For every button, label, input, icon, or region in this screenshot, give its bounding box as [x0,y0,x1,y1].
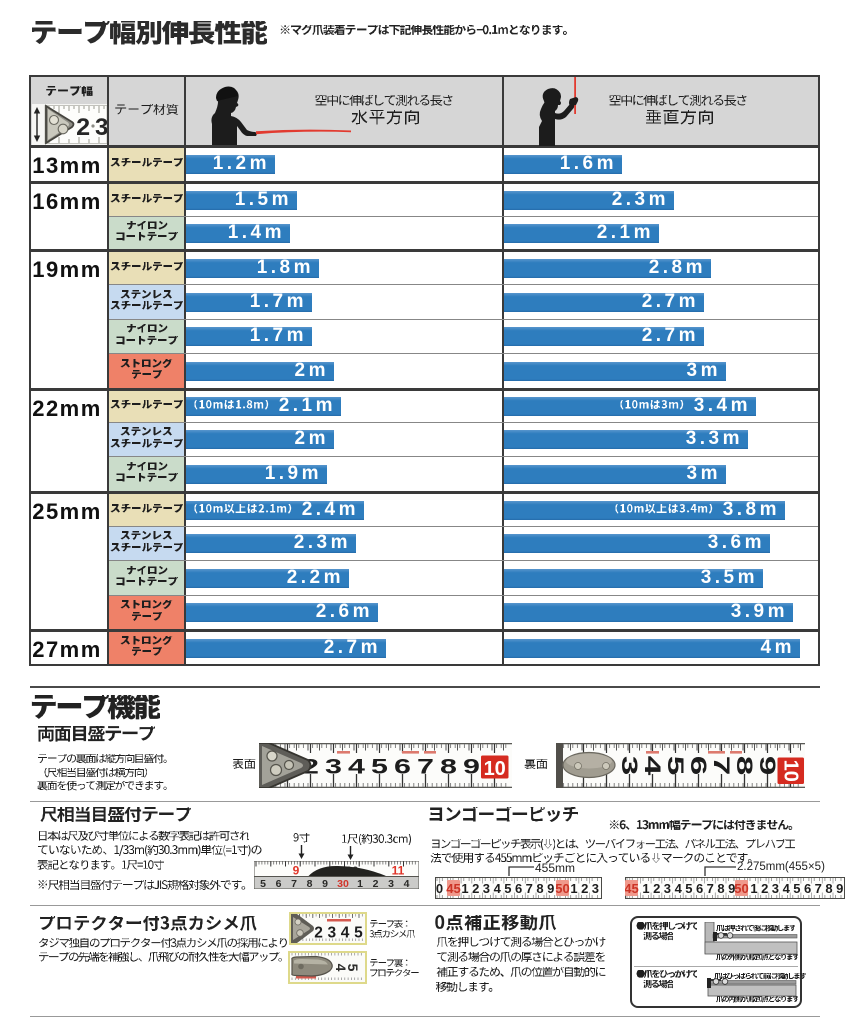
svg-text:2: 2 [373,878,379,889]
svg-text:4: 4 [494,881,502,896]
svg-text:4: 4 [333,963,349,971]
svg-text:8: 8 [536,881,543,896]
svg-text:50: 50 [734,881,748,896]
svg-text:4: 4 [675,881,683,896]
svg-text:4: 4 [783,881,791,896]
svg-text:2: 2 [653,881,660,896]
svg-text:4: 4 [404,878,410,889]
svg-text:7: 7 [291,878,297,889]
svg-text:1: 1 [642,881,649,896]
svg-text:5: 5 [371,754,388,778]
svg-text:5: 5 [663,756,688,776]
svg-text:6: 6 [276,878,282,889]
svg-text:5: 5 [345,963,361,971]
svg-text:7: 7 [707,881,714,896]
svg-text:3: 3 [483,881,490,896]
svg-text:9: 9 [836,881,843,896]
svg-text:3: 3 [95,114,107,141]
svg-text:5: 5 [260,878,266,889]
svg-text:3: 3 [772,881,779,896]
svg-text:5: 5 [354,925,363,942]
svg-text:10: 10 [780,760,802,782]
svg-text:11: 11 [392,864,405,878]
svg-text:1: 1 [357,878,363,889]
svg-text:5: 5 [504,881,511,896]
svg-text:3: 3 [592,881,599,896]
svg-text:6: 6 [686,756,711,776]
svg-text:9: 9 [463,754,480,778]
svg-text:1: 1 [570,881,577,896]
svg-text:30: 30 [337,878,349,889]
svg-text:7: 7 [709,756,734,776]
svg-text:2: 2 [314,925,323,942]
svg-text:3: 3 [664,881,671,896]
svg-text:8: 8 [825,881,832,896]
svg-text:10: 10 [484,758,506,780]
svg-text:8: 8 [717,881,724,896]
svg-text:50: 50 [555,881,569,896]
svg-text:9: 9 [728,881,735,896]
svg-text:3: 3 [327,925,336,942]
svg-text:1: 1 [750,881,757,896]
svg-text:7: 7 [417,754,434,778]
svg-text:45: 45 [446,881,460,896]
svg-text:7: 7 [526,881,533,896]
svg-text:9: 9 [293,864,300,878]
svg-text:3: 3 [617,756,642,776]
svg-text:3: 3 [325,754,342,778]
svg-text:9: 9 [755,756,780,776]
svg-text:2: 2 [76,115,90,141]
svg-text:4: 4 [640,756,665,776]
svg-text:4: 4 [348,754,365,778]
svg-text:6: 6 [696,881,703,896]
svg-text:5: 5 [793,881,800,896]
svg-text:0: 0 [436,881,443,896]
svg-text:8: 8 [307,878,313,889]
svg-text:2: 2 [472,881,479,896]
svg-text:9: 9 [322,878,328,889]
svg-text:1: 1 [461,881,468,896]
svg-text:45: 45 [625,881,639,896]
svg-text:2: 2 [761,881,768,896]
svg-text:6: 6 [515,881,522,896]
svg-text:3: 3 [388,878,394,889]
svg-text:8: 8 [732,756,757,776]
svg-text:6: 6 [394,754,411,778]
svg-text:7: 7 [815,881,822,896]
svg-text:6: 6 [804,881,811,896]
svg-text:5: 5 [685,881,692,896]
svg-text:8: 8 [440,754,457,778]
svg-text:4: 4 [341,925,350,942]
svg-text:9: 9 [547,881,554,896]
svg-text:2: 2 [581,881,588,896]
